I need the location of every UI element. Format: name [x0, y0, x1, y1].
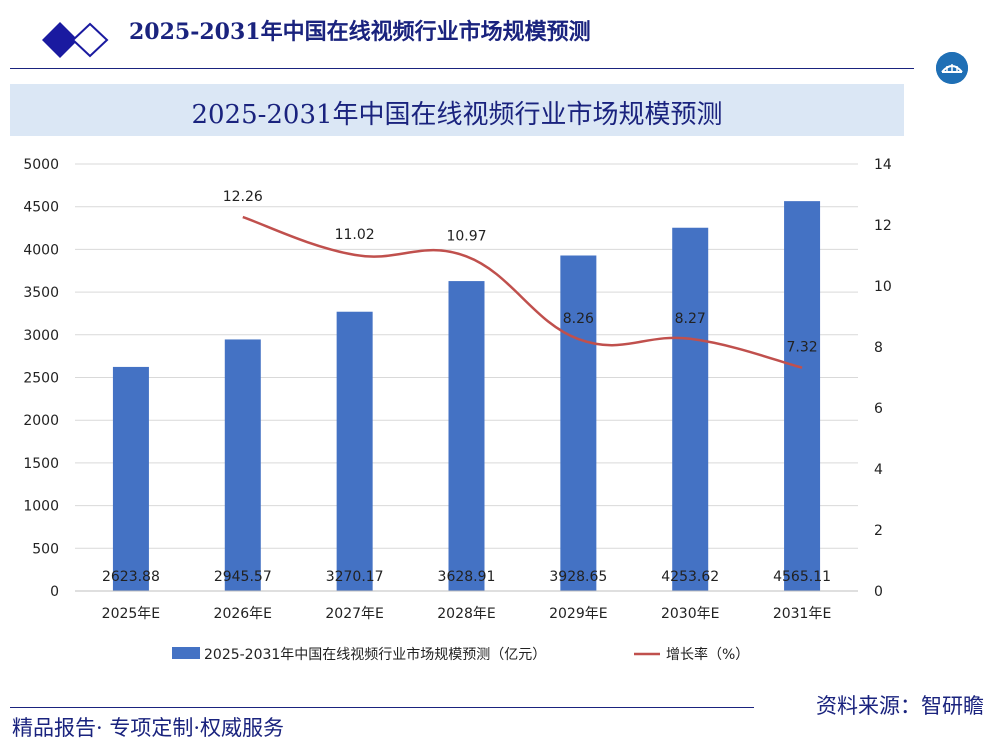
bar [224, 339, 261, 591]
y-left-tick-label: 3000 [23, 328, 59, 344]
line-data-label: 10.97 [446, 228, 486, 244]
bar-data-label: 2945.57 [214, 569, 272, 585]
bar-data-label: 3270.17 [326, 569, 384, 585]
x-tick-label: 2025年E [102, 606, 160, 622]
bar-data-label: 4253.62 [661, 569, 719, 585]
bar-data-label: 4565.11 [773, 569, 831, 585]
chart-title: 2025-2031年中国在线视频行业市场规模预测 [191, 100, 723, 130]
x-tick-label: 2028年E [437, 606, 495, 622]
y-left-tick-label: 4000 [23, 242, 59, 258]
line-data-label: 11.02 [335, 227, 375, 243]
y-left-tick-label: 500 [32, 541, 59, 557]
legend-label-bar: 2025-2031年中国在线视频行业市场规模预测（亿元） [204, 646, 546, 663]
y-right-tick-label: 0 [874, 584, 883, 600]
chart-title-banner: 2025-2031年中国在线视频行业市场规模预测 [10, 84, 904, 136]
header-divider [10, 68, 914, 69]
legend: 2025-2031年中国在线视频行业市场规模预测（亿元） 增长率（%） [172, 646, 749, 663]
y-right-tick-label: 8 [874, 340, 883, 356]
legend-swatch-bar [172, 647, 200, 659]
bar [112, 366, 149, 591]
line-series: 12.26 11.02 10.97 8.26 8.27 7.32 [223, 189, 818, 369]
footer-divider [10, 707, 754, 708]
bar [336, 311, 373, 591]
x-tick-label: 2030年E [661, 606, 719, 622]
y-right-tick-label: 14 [874, 157, 892, 173]
y-left-tick-label: 2000 [23, 413, 59, 429]
y-right-tick-label: 12 [874, 218, 892, 234]
line-data-label: 8.27 [675, 311, 706, 327]
source-note: 资料来源：智研瞻 [816, 694, 984, 718]
y-left-tick-label: 2500 [23, 371, 59, 387]
header-title: 2025-2031年中国在线视频行业市场规模预测 [129, 19, 591, 45]
x-tick-label: 2031年E [773, 606, 831, 622]
y-left-tick-label: 1000 [23, 499, 59, 515]
y-left-tick-label: 0 [50, 584, 59, 600]
line-data-label: 7.32 [786, 340, 817, 356]
axes: 0 500 1000 1500 2000 2500 3000 3500 4000 4500 5000… [23, 157, 892, 622]
y-left-tick-label: 1500 [23, 456, 59, 472]
legend-label-line: 增长率（%） [666, 646, 749, 663]
y-right-tick-label: 4 [874, 462, 883, 478]
diamond-logo-icon [40, 20, 112, 64]
chart: 2623.88 2945.57 3270.17 3628.91 3928.65 4253.… [23, 157, 892, 663]
y-right-tick-label: 6 [874, 401, 883, 417]
y-left-tick-label: 5000 [23, 157, 59, 173]
bar-data-label: 3628.91 [438, 569, 496, 585]
x-tick-label: 2029年E [549, 606, 607, 622]
growth-rate-line [242, 215, 803, 369]
bar [784, 201, 821, 592]
bar-data-label: 3928.65 [549, 569, 607, 585]
bar-series: 2623.88 2945.57 3270.17 3628.91 3928.65 4253.… [102, 201, 831, 592]
y-left-tick-label: 3500 [23, 285, 59, 301]
bar-data-label: 2623.88 [102, 569, 160, 585]
x-tick-label: 2027年E [325, 606, 383, 622]
line-data-label: 8.26 [563, 311, 594, 327]
line-data-label: 12.26 [223, 189, 263, 205]
x-tick-label: 2026年E [214, 606, 272, 622]
bar [560, 255, 597, 591]
footer-slogan: 精品报告· 专项定制·权威服务 [12, 716, 285, 740]
bar [448, 281, 485, 591]
bar [672, 227, 709, 591]
bridge-badge-icon [936, 52, 968, 84]
y-right-tick-label: 2 [874, 523, 883, 539]
y-right-tick-label: 10 [874, 279, 892, 295]
y-left-tick-label: 4500 [23, 200, 59, 216]
